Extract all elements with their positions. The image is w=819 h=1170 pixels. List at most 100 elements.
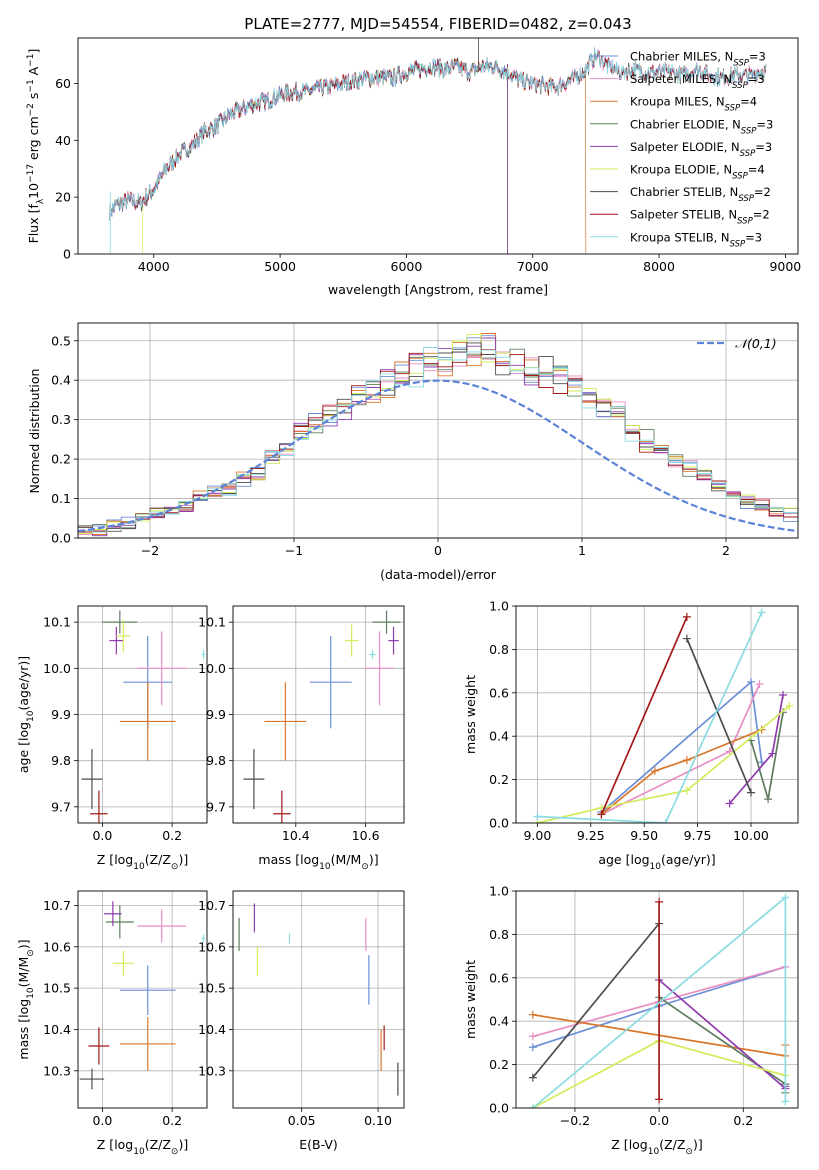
y-tick-label: 40 — [55, 133, 71, 148]
errorbar-kroupa-miles — [119, 1017, 176, 1071]
series-line — [600, 616, 688, 815]
errorbar-salpeter-elodie — [109, 626, 124, 655]
series-line — [537, 705, 791, 823]
y-tick-label: 0.6 — [489, 970, 509, 985]
x-tick-label: −0.2 — [560, 1113, 590, 1128]
x-tick-label: 0.0 — [92, 828, 112, 843]
errorbar-kroupa-elodie — [116, 619, 131, 653]
y-tick-label: 20 — [55, 190, 71, 205]
legend-label-chabrier-stelib: Chabrier STELIB, NSSP=2 — [630, 185, 771, 204]
y-tick-label: 9.7 — [51, 799, 71, 814]
x-tick-label: 0.2 — [162, 1113, 182, 1128]
plot-mass-weight-vs-age — [533, 608, 794, 823]
x-tick-label: 8000 — [643, 259, 675, 274]
axes-frame — [515, 890, 799, 1109]
series-point — [755, 680, 764, 689]
x-tick-label: 4000 — [138, 259, 170, 274]
y-tick-label: 0.1 — [51, 491, 71, 506]
hist-kroupa-stelib — [78, 347, 798, 538]
plot-mass-vs-ebv — [238, 903, 399, 1096]
series-point — [650, 766, 659, 775]
x-axis-label: Z [log10(Z/Z⊙)] — [611, 1137, 702, 1157]
y-tick-label: 0.4 — [489, 729, 509, 744]
y-tick-label: 10.3 — [43, 1063, 71, 1078]
y-tick-label: 0.0 — [489, 816, 509, 831]
series-point — [747, 677, 755, 686]
y-tick-label: 10.0 — [198, 661, 226, 676]
y-tick-label: 9.7 — [206, 799, 226, 814]
errorbar-salpeter-miles — [365, 631, 394, 706]
y-tick-label: 0 — [63, 247, 71, 262]
grid-age-vs-Z — [78, 606, 207, 823]
y-tick-label: 10.1 — [198, 615, 226, 630]
series-point — [725, 747, 734, 756]
x-tick-label: 6000 — [391, 259, 423, 274]
series-point — [533, 812, 542, 821]
series-kroupa-stelib — [533, 608, 766, 823]
y-tick-label: 10.4 — [43, 1022, 71, 1037]
x-axis-label: wavelength [Angstrom, rest frame] — [328, 282, 548, 297]
x-tick-label: 2 — [722, 543, 730, 558]
series-point — [781, 893, 790, 902]
errorbar-salpeter-stelib — [273, 790, 291, 823]
y-tick-label: 0.3 — [51, 412, 71, 427]
x-tick-label: 0.0 — [92, 1113, 112, 1128]
series-point — [768, 749, 777, 758]
y-tick-label: 10.6 — [43, 939, 71, 954]
axes-frame — [232, 605, 405, 824]
y-tick-label: 10.3 — [198, 1063, 226, 1078]
errorbar-salpeter-stelib — [88, 1027, 110, 1065]
x-tick-label: 10.6 — [352, 828, 380, 843]
y-tick-label: 10.0 — [43, 661, 71, 676]
axes-frame — [232, 890, 405, 1109]
series-point — [779, 690, 788, 699]
x-tick-label: 9000 — [769, 259, 801, 274]
y-axis-label: mass [log10(M/M⊙)] — [16, 939, 36, 1059]
y-tick-label: 9.8 — [51, 753, 71, 768]
errorbar-chabrier-stelib — [81, 749, 103, 810]
y-axis-label: mass weight — [463, 960, 478, 1039]
x-tick-label: 1 — [578, 543, 586, 558]
legend-label-salpeter-elodie: Salpeter ELODIE, NSSP=3 — [630, 140, 772, 159]
y-tick-label: 0.8 — [489, 927, 509, 942]
y-tick-label: 0.6 — [489, 685, 509, 700]
y-tick-label: 0.4 — [489, 1014, 509, 1029]
errorbar-chabrier-elodie — [372, 610, 401, 634]
axes-frame — [77, 37, 799, 255]
spectrum-line-kroupa-stelib — [109, 48, 767, 221]
y-tick-label: 0.2 — [51, 452, 71, 467]
series-chabrier-stelib — [528, 919, 664, 1082]
figure-title: PLATE=2777, MJD=54554, FIBERID=0482, z=0… — [244, 15, 631, 33]
x-tick-label: −2 — [141, 543, 159, 558]
errorbar-salpeter-elodie — [388, 626, 399, 655]
errorbar-kroupa-elodie — [344, 624, 359, 657]
y-tick-label: 9.9 — [51, 707, 71, 722]
plot-age-vs-Z — [81, 610, 206, 823]
errorbar-kroupa-stelib — [201, 934, 206, 943]
legend-label-kroupa-miles: Kroupa MILES, NSSP=4 — [630, 95, 757, 114]
x-axis-label: mass [log10(M/M⊙)] — [258, 852, 378, 872]
errorbar-salpeter-stelib — [90, 790, 108, 823]
hist-salpeter-stelib — [78, 349, 798, 538]
x-axis-label: (data-model)/error — [380, 567, 497, 582]
series-line — [658, 979, 787, 1091]
y-tick-label: 0.5 — [51, 333, 71, 348]
series-point — [528, 1043, 537, 1052]
errorbar-chabrier-elodie — [102, 610, 138, 634]
legend-label-chabrier-miles: Chabrier MILES, NSSP=3 — [630, 50, 766, 69]
y-tick-label: 0.2 — [489, 1057, 509, 1072]
grid-age-vs-mass — [233, 606, 404, 823]
x-tick-label: 0.10 — [364, 1113, 392, 1128]
series-point — [781, 1097, 790, 1106]
series-point — [747, 788, 755, 797]
series-line — [600, 728, 763, 815]
series-point — [682, 634, 691, 643]
y-tick-label: 1.0 — [489, 599, 509, 614]
series-line — [537, 612, 763, 823]
x-tick-label: 7000 — [517, 259, 549, 274]
y-tick-label: 10.6 — [198, 939, 226, 954]
x-tick-label: 5000 — [264, 259, 296, 274]
x-tick-label: 0.0 — [649, 1113, 669, 1128]
errorbar-chabrier-stelib — [243, 749, 265, 810]
errorbar-chabrier-miles — [119, 965, 176, 1015]
